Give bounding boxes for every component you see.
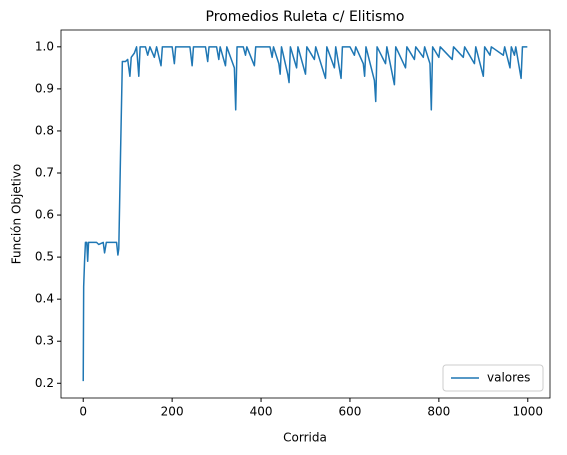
chart-title: Promedios Ruleta c/ Elitismo	[206, 9, 405, 25]
y-axis-label: Función Objetivo	[10, 164, 24, 264]
x-tick-label: 0	[79, 405, 87, 419]
y-tick-label: 0.5	[35, 250, 54, 264]
axes-frame	[60, 29, 551, 399]
series-line	[82, 46, 528, 382]
x-tick-label: 1000	[512, 405, 543, 419]
x-axis-label: Corrida	[283, 431, 327, 445]
x-tick-label: 600	[339, 405, 362, 419]
x-tick-label: 800	[427, 405, 450, 419]
y-tick-label: 0.8	[35, 123, 54, 137]
y-tick-label: 0.3	[35, 334, 54, 348]
y-tick-label: 1.0	[35, 39, 54, 53]
legend-box	[442, 364, 544, 392]
legend-label: valores	[487, 371, 530, 385]
x-tick-label: 200	[161, 405, 184, 419]
y-tick-label: 0.4	[35, 292, 54, 306]
y-tick-label: 0.2	[35, 376, 54, 390]
y-tick-label: 0.7	[35, 165, 54, 179]
y-tick-label: 0.6	[35, 208, 54, 222]
x-tick-label: 400	[250, 405, 273, 419]
y-tick-label: 0.9	[35, 81, 54, 95]
